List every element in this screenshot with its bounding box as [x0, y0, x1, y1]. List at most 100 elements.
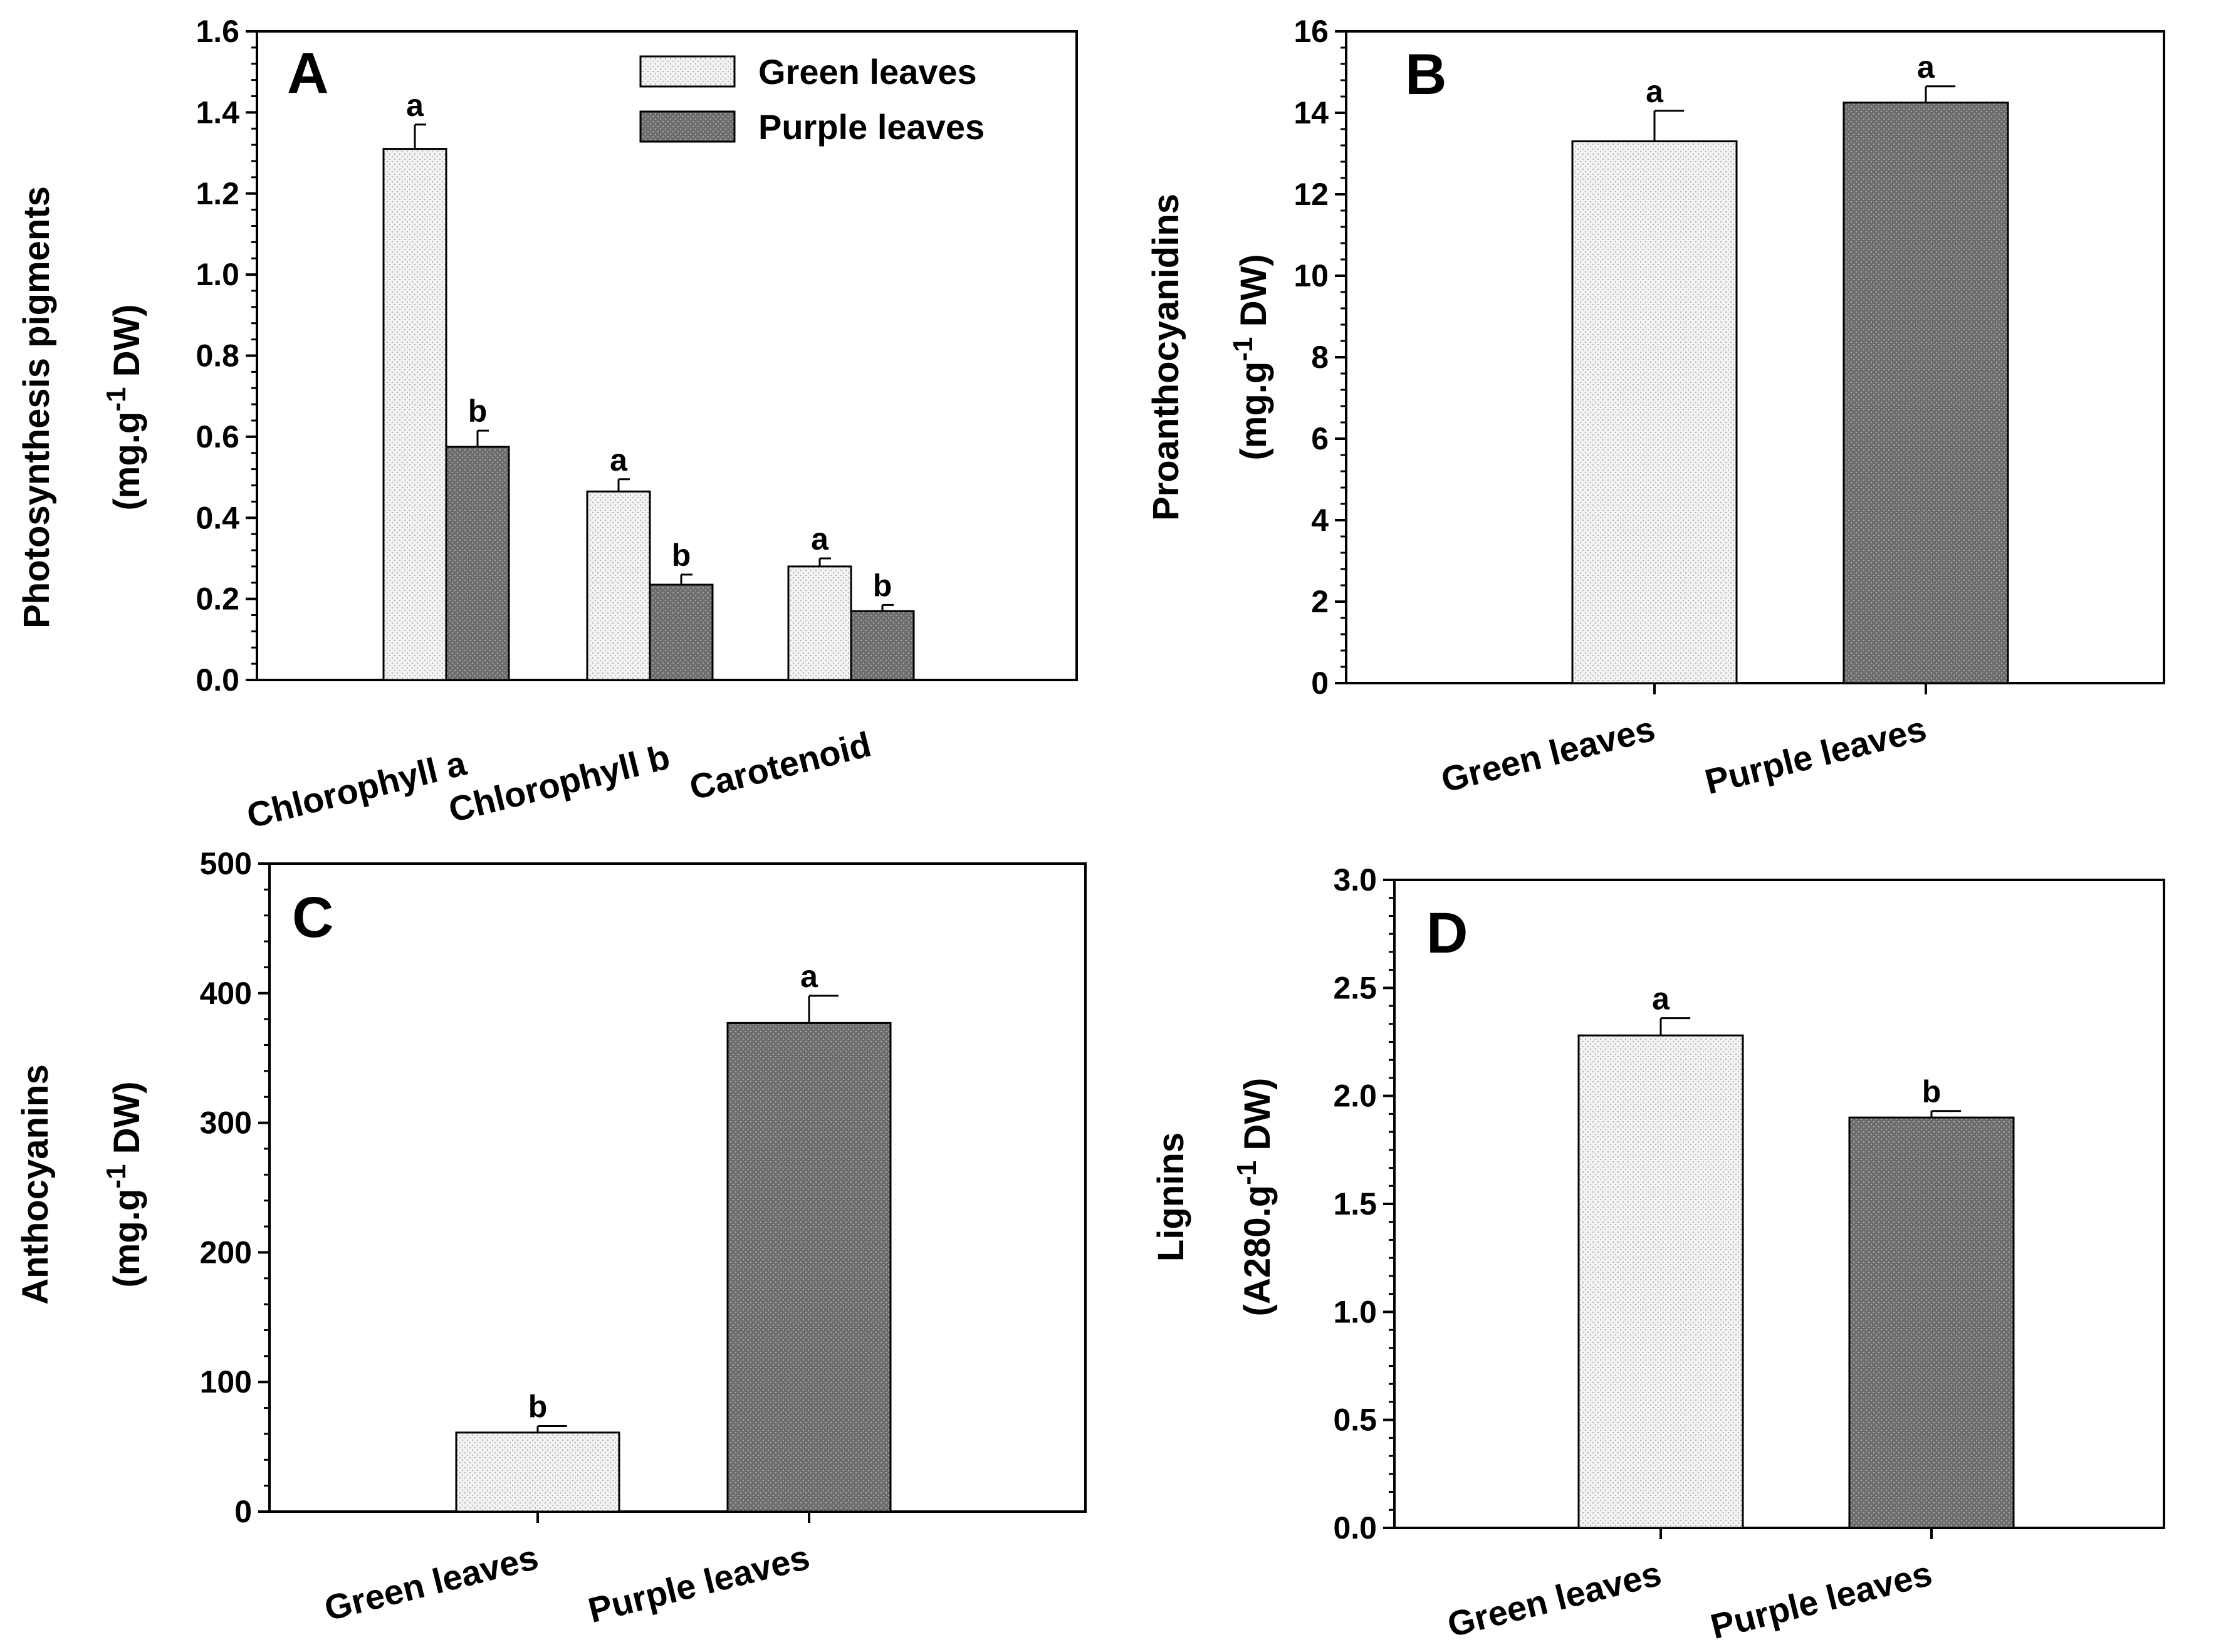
- y-tick-label: 3.0: [1333, 862, 1377, 897]
- x-category-label: Chlorophyll a: [243, 743, 470, 835]
- panel-letter: D: [1426, 901, 1468, 965]
- panel-a: 0.0 0.2 0.4 0.6 0.8 1.0 1.2 1.4 1.6 A Photosynthes…: [16, 14, 1078, 835]
- green-leaves-bar: [382, 148, 447, 681]
- purple-leaves-significance-label: b: [873, 568, 892, 603]
- purple-leaves-bar: [726, 1022, 892, 1513]
- green-leaves-significance-label: a: [1646, 74, 1664, 109]
- green-leaves-bar: [787, 565, 852, 681]
- unit-text: (A280.g: [1237, 1185, 1278, 1317]
- unit-text: (mg.g: [107, 1189, 147, 1288]
- purple-leaves-bar: [850, 610, 915, 681]
- unit-text: DW): [107, 1081, 147, 1164]
- legend-label: Purple leaves: [758, 107, 985, 147]
- green-leaves-significance-label: b: [528, 1389, 548, 1425]
- panel-c: 0 100 200 300 400 500 C Anthocyanins (mg.g-1 DW)…: [15, 846, 1087, 1630]
- y-tick-label: 2: [1311, 584, 1329, 619]
- unit-superscript: -1: [1228, 337, 1258, 362]
- green-leaves-significance-label: a: [406, 88, 424, 123]
- y-tick-label: 6: [1311, 421, 1329, 456]
- y-tick-label: 1.5: [1333, 1186, 1377, 1221]
- x-category-label: Chlorophyll b: [445, 737, 674, 830]
- y-tick-label: 500: [200, 846, 252, 881]
- purple-leaves-bar: [649, 583, 714, 681]
- purple-leaves-bar: [1848, 1116, 2015, 1529]
- y-tick-label: 0.0: [1333, 1510, 1377, 1545]
- y-axis-title: Lignins: [1151, 1132, 1191, 1262]
- x-category-label: Green leaves: [1437, 709, 1659, 800]
- purple-leaves-significance-label: a: [800, 959, 818, 994]
- y-tick-label: 8: [1311, 340, 1329, 375]
- purple-leaves-significance-label: b: [1922, 1074, 1942, 1109]
- purple-leaves-significance-label: b: [672, 538, 691, 573]
- x-category-label: Purple leaves: [584, 1537, 813, 1630]
- green-leaves-significance-label: a: [811, 521, 829, 557]
- unit-text: (mg.g: [107, 412, 147, 511]
- unit-text: DW): [107, 304, 147, 387]
- x-category-label: Carotenoid: [686, 724, 875, 808]
- y-tick-label: 4: [1311, 503, 1329, 538]
- green-leaves-bar: [1571, 140, 1738, 684]
- y-tick-label: 0.0: [196, 662, 239, 698]
- plot-frame: [268, 862, 1087, 1513]
- y-tick-label: 1.0: [1333, 1294, 1377, 1329]
- legend-swatch: [639, 110, 736, 143]
- y-axis-unit: (mg.g-1 DW): [101, 304, 147, 510]
- green-leaves-bar: [586, 490, 651, 681]
- legend-swatch: [639, 55, 736, 88]
- y-tick-label: 0.6: [196, 419, 239, 454]
- unit-text: DW): [1237, 1078, 1278, 1161]
- y-tick-label: 2.0: [1333, 1079, 1377, 1114]
- x-category-label: Purple leaves: [1706, 1554, 1936, 1646]
- unit-text: (mg.g: [1233, 362, 1274, 461]
- y-tick-label: 1.2: [196, 176, 239, 211]
- y-tick-label: 0.2: [196, 582, 239, 617]
- purple-leaves-significance-label: a: [1917, 50, 1935, 85]
- panel-letter: C: [292, 886, 333, 949]
- y-tick-label: 0.4: [196, 500, 239, 535]
- green-leaves-bar: [455, 1431, 620, 1513]
- y-axis-title: Proanthocyanidins: [1146, 194, 1186, 521]
- panel-letter: A: [287, 41, 328, 105]
- y-tick-label: 400: [200, 976, 252, 1011]
- y-tick-label: 1.0: [196, 257, 239, 292]
- x-category-label: Green leaves: [1443, 1554, 1665, 1644]
- y-tick-label: 12: [1294, 177, 1329, 212]
- unit-superscript: -1: [101, 1164, 132, 1189]
- y-tick-label: 0.5: [1333, 1403, 1377, 1438]
- panel-b: 0 2 4 6 8 10 12 14 16 B Proanthocyanidins (mg.g-1 D…: [1146, 14, 2165, 802]
- purple-leaves-bar: [1842, 102, 2009, 684]
- panel-d: 0.0 0.5 1.0 1.5 2.0 2.5 3.0 D Lignins (A280.g-1 D…: [1151, 862, 2165, 1646]
- y-axis-unit: (mg.g-1 DW): [1228, 254, 1274, 460]
- purple-leaves-bar: [445, 446, 510, 681]
- unit-superscript: -1: [1231, 1161, 1262, 1185]
- y-tick-label: 16: [1294, 14, 1329, 49]
- y-tick-label: 200: [200, 1235, 252, 1270]
- y-tick-label: 1.6: [196, 14, 239, 49]
- green-leaves-significance-label: a: [1652, 981, 1670, 1017]
- y-tick-label: 0: [234, 1494, 252, 1529]
- y-tick-label: 100: [200, 1364, 252, 1399]
- y-tick-label: 14: [1294, 95, 1329, 130]
- plot-frame: [1345, 30, 2165, 684]
- unit-text: DW): [1233, 254, 1274, 337]
- y-tick-label: 1.4: [196, 95, 239, 130]
- y-tick-label: 2.5: [1333, 970, 1377, 1005]
- green-leaves-bar: [1577, 1034, 1744, 1529]
- purple-leaves-significance-label: b: [468, 394, 488, 429]
- plot-frame: [1393, 879, 2165, 1529]
- y-tick-label: 300: [200, 1106, 252, 1141]
- unit-superscript: -1: [101, 387, 132, 412]
- y-tick-label: 10: [1294, 258, 1329, 293]
- y-axis-unit: (A280.g-1 DW): [1231, 1078, 1278, 1317]
- panel-letter: B: [1405, 43, 1446, 107]
- y-tick-label: 0.8: [196, 338, 239, 374]
- y-axis-title: Anthocyanins: [15, 1064, 56, 1305]
- x-category-label: Green leaves: [320, 1537, 542, 1628]
- legend-label: Green leaves: [758, 52, 977, 91]
- x-category-label: Purple leaves: [1701, 709, 1930, 802]
- y-axis-title: Photosynthesis pigments: [16, 186, 57, 629]
- y-tick-label: 0: [1311, 666, 1329, 701]
- green-leaves-significance-label: a: [610, 442, 628, 478]
- y-axis-unit: (mg.g-1 DW): [101, 1081, 147, 1287]
